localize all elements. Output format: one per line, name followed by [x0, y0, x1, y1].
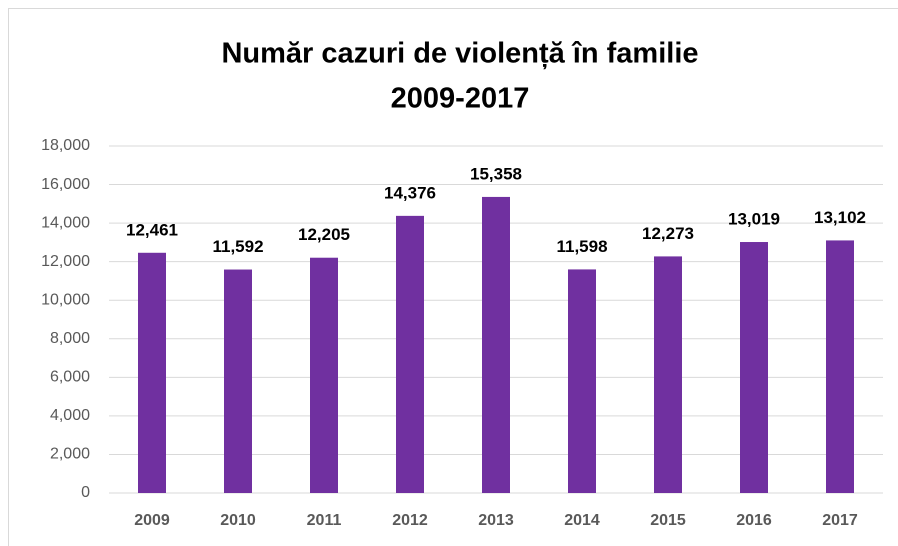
x-tick-label: 2013	[478, 512, 514, 529]
bar	[310, 257, 338, 493]
value-label: 11,598	[556, 237, 607, 256]
bar	[654, 256, 682, 493]
y-tick-label: 0	[81, 484, 90, 501]
x-tick-label: 2012	[392, 512, 428, 529]
x-tick-label: 2010	[220, 512, 256, 529]
bar	[568, 269, 596, 493]
value-label: 12,461	[126, 220, 178, 239]
bar	[826, 240, 854, 493]
bar	[396, 215, 424, 493]
x-tick-label: 2014	[564, 512, 600, 529]
x-tick-label: 2016	[736, 512, 772, 529]
y-tick-label: 2,000	[50, 446, 90, 463]
x-tick-label: 2009	[134, 512, 170, 529]
y-tick-label: 16,000	[41, 176, 90, 193]
bar	[138, 252, 166, 493]
value-label: 13,102	[814, 208, 866, 227]
value-label: 13,019	[728, 210, 780, 229]
bar	[224, 269, 252, 493]
y-tick-label: 10,000	[41, 291, 90, 308]
value-label: 14,376	[384, 183, 436, 202]
chart-subtitle: 2009-2017	[391, 83, 530, 115]
x-tick-label: 2011	[307, 512, 342, 529]
x-tick-label: 2015	[650, 512, 686, 529]
value-label: 12,205	[298, 225, 350, 244]
y-tick-label: 12,000	[41, 253, 90, 270]
y-tick-label: 4,000	[50, 407, 90, 424]
bar	[740, 242, 768, 493]
value-label: 15,358	[470, 164, 522, 183]
y-tick-label: 14,000	[41, 214, 90, 231]
x-tick-label: 2017	[822, 512, 858, 529]
y-tick-label: 18,000	[41, 137, 90, 154]
y-tick-label: 6,000	[50, 369, 90, 386]
bar	[482, 196, 510, 493]
value-label: 12,273	[642, 224, 694, 243]
value-label: 11,592	[212, 237, 263, 256]
chart-title: Număr cazuri de violență în familie	[221, 38, 698, 70]
y-tick-label: 8,000	[50, 330, 90, 347]
